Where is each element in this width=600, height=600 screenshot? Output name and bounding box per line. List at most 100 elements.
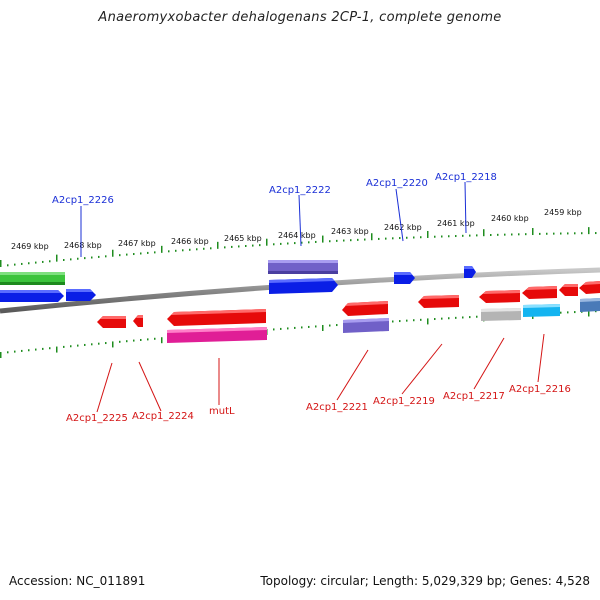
scale-tick — [406, 236, 408, 239]
gene-feature[interactable] — [268, 260, 338, 274]
gene-label[interactable]: A2cp1_2217 — [443, 391, 505, 402]
scale-tick — [539, 232, 541, 235]
scale-tick — [147, 338, 149, 341]
scale-tick — [287, 327, 289, 330]
scale-tick — [98, 342, 100, 345]
gene-arrow[interactable] — [97, 316, 126, 328]
gene-arrow[interactable] — [133, 315, 143, 327]
gene-arrow[interactable] — [0, 289, 96, 302]
scale-tick — [497, 233, 499, 236]
scale-tick — [336, 239, 338, 242]
scale-tick — [357, 238, 359, 241]
scale-tick — [392, 237, 394, 240]
gene-label[interactable]: A2cp1_2219 — [373, 396, 435, 407]
gene-arrow[interactable] — [394, 272, 415, 284]
scale-tick — [224, 246, 226, 249]
gene-feature[interactable] — [523, 304, 560, 317]
kbp-label: 2468 kbp — [64, 241, 102, 250]
scale-tick — [91, 343, 93, 346]
kbp-label: 2464 kbp — [278, 231, 316, 240]
gene-label[interactable]: A2cp1_2226 — [52, 195, 114, 206]
scale-tick — [315, 240, 317, 243]
scale-tick — [252, 244, 254, 247]
scale-tick — [322, 324, 324, 331]
scale-tick — [112, 341, 114, 348]
scale-tick — [266, 238, 268, 246]
scale-tick — [7, 351, 9, 354]
gene-arrow[interactable] — [579, 281, 600, 294]
scale-tick — [126, 340, 128, 343]
gene-feature[interactable] — [167, 327, 267, 343]
gene-feature[interactable] — [580, 298, 600, 312]
gene-label[interactable]: A2cp1_2218 — [435, 172, 497, 183]
scale-tick — [231, 245, 233, 248]
scale-tick — [378, 237, 380, 240]
scale-tick — [245, 245, 247, 248]
scale-tick — [434, 235, 436, 238]
scale-tick — [175, 249, 177, 252]
gene-arrow[interactable] — [522, 286, 557, 299]
scale-tick — [343, 239, 345, 242]
scale-tick — [490, 234, 492, 237]
gene-feature[interactable] — [343, 318, 389, 333]
scale-tick — [322, 235, 324, 243]
gene-label[interactable]: A2cp1_2220 — [366, 178, 428, 189]
scale-tick — [448, 235, 450, 238]
gene-feature[interactable] — [481, 308, 521, 321]
gene-label[interactable]: A2cp1_2225 — [66, 413, 128, 424]
scale-tick — [455, 235, 457, 238]
scale-tick — [462, 316, 464, 319]
scale-tick — [427, 230, 429, 238]
scale-tick — [308, 325, 310, 328]
scale-tick — [420, 318, 422, 321]
scale-tick — [21, 349, 23, 352]
gene-arrow[interactable] — [167, 309, 266, 326]
scale-tick — [112, 249, 114, 257]
scale-tick — [532, 228, 534, 236]
scale-tick — [49, 347, 51, 350]
scale-labels: 2469 kbp 2468 kbp 2467 kbp 2466 kbp 2465… — [11, 208, 582, 251]
scale-tick — [441, 317, 443, 320]
page-title: Anaeromyxobacter dehalogenans 2CP-1, com… — [98, 10, 502, 25]
kbp-label: 2466 kbp — [171, 237, 209, 246]
scale-tick — [154, 251, 156, 254]
scale-tick — [196, 248, 198, 251]
scale-tick — [147, 251, 149, 254]
scale-tick — [161, 337, 163, 344]
gene-label[interactable]: A2cp1_2221 — [306, 402, 368, 413]
gene-label[interactable]: A2cp1_2222 — [269, 185, 331, 196]
scale-tick — [42, 260, 44, 263]
scale-tick — [392, 320, 394, 323]
scale-tick — [42, 347, 44, 350]
scale-tick — [0, 260, 2, 267]
gene-arrow[interactable] — [559, 284, 578, 296]
kbp-label: 2469 kbp — [11, 242, 49, 251]
gene-arrow[interactable] — [269, 278, 338, 294]
gene-arrow[interactable] — [418, 295, 459, 308]
scale-tick — [280, 327, 282, 330]
scale-tick — [448, 317, 450, 320]
scale-tick — [259, 244, 261, 247]
gene-arrow[interactable] — [479, 290, 520, 303]
gene-label[interactable]: A2cp1_2216 — [509, 384, 571, 395]
gene-arrow[interactable] — [342, 301, 388, 316]
scale-tick — [273, 328, 275, 331]
scale-ticks-top — [0, 227, 597, 267]
scale-tick — [413, 319, 415, 322]
gene-label[interactable]: A2cp1_2224 — [132, 411, 194, 422]
gene-label[interactable]: mutL — [209, 406, 235, 417]
scale-tick — [133, 253, 135, 256]
scale-tick — [0, 352, 2, 358]
scale-tick — [385, 237, 387, 240]
scale-tick — [420, 236, 422, 239]
accession-text: Accession: NC_011891 — [9, 574, 146, 588]
gene-feature[interactable] — [0, 272, 65, 285]
scale-tick — [511, 233, 513, 236]
scale-tick — [28, 349, 30, 352]
scale-tick — [91, 256, 93, 259]
scale-tick — [525, 233, 527, 236]
scale-tick — [301, 241, 303, 244]
scale-tick — [84, 343, 86, 346]
scale-tick — [140, 252, 142, 255]
gene-arrow[interactable] — [464, 266, 476, 278]
